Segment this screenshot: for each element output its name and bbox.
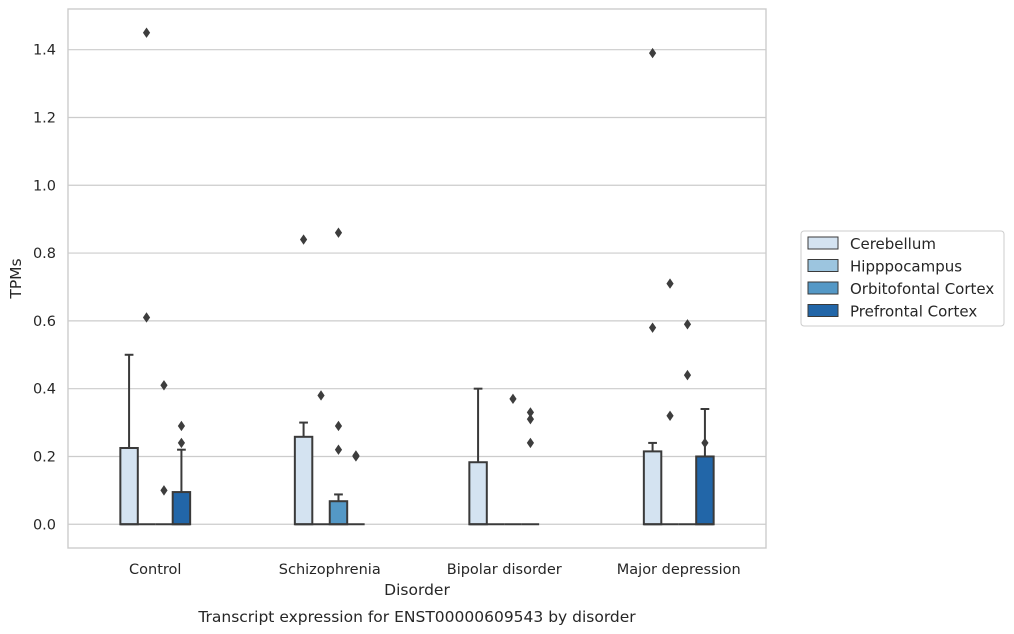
y-tick-label: 0.2 [33, 449, 56, 465]
legend: Cerebellum Hipppocampus Orbitofontal Corte… [800, 230, 1005, 327]
box-rect [119, 446, 139, 526]
box-group [642, 47, 663, 526]
x-axis-title: Disorder [384, 581, 450, 599]
outlier-point [317, 390, 325, 401]
legend-swatch [807, 304, 839, 317]
box-group [293, 234, 314, 526]
legend-label: Orbitofontal Cortex [850, 280, 994, 298]
outlier-point [648, 47, 657, 59]
outlier-point [526, 437, 535, 449]
boxes [119, 27, 715, 526]
chart-caption: Transcript expression for ENST0000060954… [197, 608, 636, 626]
box-rect [328, 500, 349, 526]
box-rect [642, 450, 663, 526]
box-group [504, 393, 522, 526]
outlier-point [160, 485, 168, 496]
box-group [468, 387, 488, 526]
grid-lines [68, 49, 766, 525]
legend-label: Hipppocampus [850, 258, 962, 276]
x-tick-label: Control [129, 562, 181, 578]
outlier-point [648, 322, 657, 333]
outlier-point [142, 312, 151, 323]
box-group [137, 27, 156, 526]
outlier-point [352, 450, 360, 461]
outlier-point [683, 369, 692, 381]
box-rect [695, 455, 715, 526]
outlier-point [177, 437, 186, 449]
legend-swatch [807, 259, 839, 272]
legend-label: Prefrontal Cortex [850, 303, 977, 321]
box-group [312, 390, 330, 526]
x-tick-label: Major depression [617, 562, 741, 578]
outlier-point [334, 227, 343, 238]
x-tick-label: Schizophrenia [279, 562, 381, 578]
box-group [119, 353, 139, 526]
outlier-point [334, 420, 343, 432]
y-tick-label: 0.6 [33, 314, 56, 330]
y-tick-label: 1.4 [33, 43, 56, 59]
box-group [155, 380, 173, 526]
legend-label: Cerebellum [850, 235, 936, 253]
outlier-point [666, 410, 674, 421]
y-tick-labels: 0.0 0.2 0.4 0.6 0.8 1.0 1.2 1.4 [33, 43, 56, 534]
y-axis-title: TPMs [7, 258, 25, 299]
box-rect [468, 461, 488, 526]
y-tick-label: 0.8 [33, 246, 56, 262]
box-group [171, 420, 192, 526]
outlier-point [509, 393, 517, 405]
x-tick-labels: Control Schizophrenia Bipolar disorder Majo… [129, 562, 741, 578]
y-tick-label: 0.4 [33, 382, 56, 398]
outlier-point [526, 407, 535, 418]
y-tick-label: 0.0 [33, 517, 56, 533]
plot-frame [67, 8, 767, 549]
box-group [347, 450, 365, 526]
box-group [661, 278, 679, 526]
box-group [678, 319, 697, 526]
legend-swatch [807, 236, 839, 250]
outlier-point [666, 278, 674, 289]
y-tick-label: 1.2 [33, 110, 56, 126]
legend-frame [800, 230, 1005, 327]
outlier-point [526, 413, 535, 425]
box-group [521, 407, 540, 526]
outlier-point [177, 420, 186, 432]
outlier-point [334, 444, 343, 455]
outlier-point [299, 234, 308, 245]
y-tick-label: 1.0 [33, 178, 56, 194]
x-tick-label: Bipolar disorder [447, 562, 562, 578]
legend-swatch [807, 281, 839, 295]
box-group [695, 408, 715, 526]
box-rect [171, 491, 192, 526]
outlier-point [701, 437, 709, 449]
outlier-point [160, 380, 168, 391]
box-rect [293, 435, 314, 526]
outlier-point [683, 319, 692, 330]
box-group [328, 227, 349, 526]
outlier-point [142, 27, 151, 38]
